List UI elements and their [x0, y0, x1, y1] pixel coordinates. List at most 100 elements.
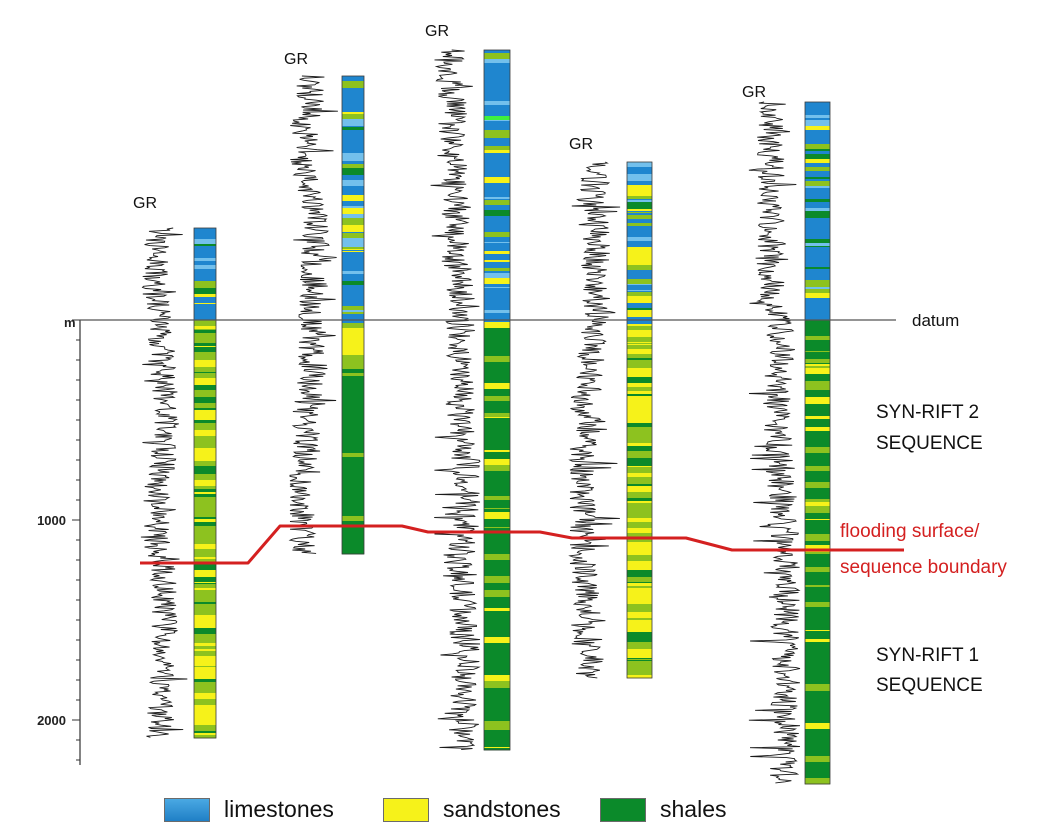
lithology-bed	[194, 716, 216, 719]
lithology-bed	[194, 294, 216, 298]
lithology-bed	[484, 199, 510, 201]
lithology-bed	[194, 570, 216, 578]
lithology-bed	[484, 157, 510, 162]
lithology-bed	[342, 268, 364, 272]
lithology-bed	[484, 273, 510, 279]
lithology-bed	[627, 642, 652, 648]
lithology-bed	[484, 430, 510, 438]
lithology-bed	[805, 402, 830, 405]
lithology-bed	[627, 434, 652, 437]
lithology-bed	[627, 358, 652, 361]
lithology-bed	[627, 577, 652, 583]
lithology-bed	[484, 70, 510, 78]
lithology-bed	[484, 356, 510, 363]
lithology-bed	[627, 402, 652, 410]
axis-tick-label: 1000	[37, 513, 66, 528]
lithology-bed	[484, 262, 510, 267]
lithology-bed	[805, 118, 830, 121]
lithology-bed	[342, 334, 364, 336]
lithology-bed	[342, 98, 364, 104]
lithology-bed	[805, 130, 830, 136]
lithology-bed	[342, 514, 364, 517]
lithology-bed	[194, 559, 216, 564]
lithology-bed	[627, 612, 652, 616]
lithology-bed	[484, 366, 510, 371]
lithology-bed	[805, 302, 830, 310]
lithology-bed	[805, 642, 830, 646]
lithology-bed	[484, 254, 510, 261]
lithology-bed	[805, 680, 830, 685]
lithology-bed	[194, 397, 216, 404]
lithology-bed	[627, 200, 652, 203]
lithology-bed	[805, 541, 830, 545]
lithology-bed	[194, 274, 216, 282]
lithology-bed	[342, 186, 364, 193]
lithology-bed	[484, 560, 510, 562]
lithology-bed	[194, 346, 216, 348]
lithology-bed	[805, 257, 830, 262]
lithology-bed	[342, 541, 364, 544]
lithology-bed	[342, 290, 364, 293]
lithology-bed	[805, 506, 830, 514]
lithology-bed	[805, 459, 830, 466]
lithology-bed	[194, 666, 216, 668]
lithology-bed	[805, 494, 830, 498]
lithology-bed	[805, 287, 830, 290]
lithology-bed	[194, 544, 216, 550]
lithology-bed	[805, 366, 830, 369]
lithology-bed	[805, 607, 830, 611]
lithology-bed	[805, 218, 830, 226]
lithology-bed	[484, 84, 510, 91]
lithology-bed	[342, 250, 364, 252]
lithology-bed	[627, 345, 652, 350]
lithology-bed	[194, 686, 216, 694]
lithology-bed	[805, 552, 830, 555]
lithology-bed	[342, 487, 364, 493]
lithology-bed	[627, 223, 652, 227]
lithology-bed	[805, 491, 830, 494]
lithology-bed	[627, 477, 652, 485]
lithology-bed	[342, 521, 364, 528]
gamma-ray-log	[748, 101, 801, 784]
lithology-bed	[805, 276, 830, 281]
lithology-bed	[805, 181, 830, 187]
lithology-bed	[342, 431, 364, 437]
lithology-bed	[627, 582, 652, 584]
lithology-bed	[194, 731, 216, 734]
lithology-bed	[627, 547, 652, 553]
lithology-bed	[194, 617, 216, 620]
lithology-bed	[805, 261, 830, 268]
lithology-bed	[194, 733, 216, 736]
lithology-bed	[627, 326, 652, 331]
lithology-bed	[194, 403, 216, 406]
lithology-bed	[342, 103, 364, 109]
lithology-bed	[805, 211, 830, 219]
lithology-bed	[194, 608, 216, 615]
lithology-bed	[627, 416, 652, 421]
lithology-bed	[627, 458, 652, 461]
lithology-bed	[194, 494, 216, 498]
lithology-bed	[342, 508, 364, 512]
lithology-column	[483, 49, 511, 751]
lithology-bed	[342, 251, 364, 253]
lithology-bed	[627, 552, 652, 556]
lithology-bed	[194, 417, 216, 421]
lithology-bed	[805, 762, 830, 768]
lithology-bed	[627, 277, 652, 280]
lithology-bed	[194, 517, 216, 520]
lithology-bed	[342, 281, 364, 286]
lithology-bed	[194, 556, 216, 558]
lithology-bed	[484, 344, 510, 351]
lithology-bed	[194, 588, 216, 591]
lithology-bed	[484, 246, 510, 252]
lithology-bed	[805, 723, 830, 730]
lithology-bed	[342, 323, 364, 329]
lithology-bed	[484, 167, 510, 171]
lithology-bed	[484, 278, 510, 285]
lithology-bed	[805, 602, 830, 608]
syn-rift-2-label-line1: SYN-RIFT 2	[876, 402, 979, 423]
lithology-bed	[484, 625, 510, 629]
lithology-bed	[194, 735, 216, 739]
lithology-bed	[805, 499, 830, 503]
